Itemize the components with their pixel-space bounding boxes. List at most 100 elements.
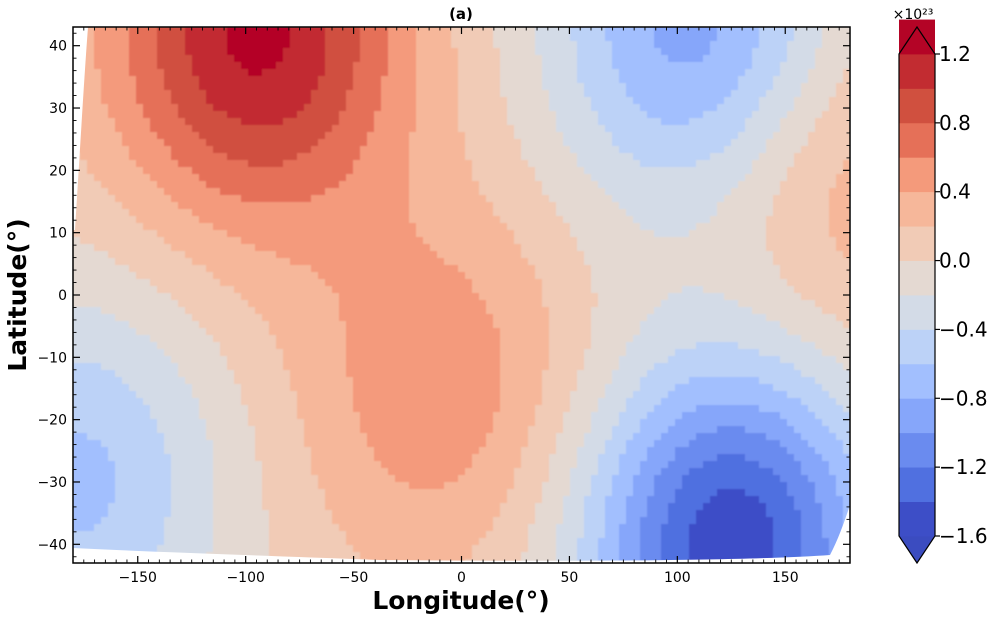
contour-cell — [234, 223, 242, 231]
contour-cell — [696, 27, 704, 35]
contour-cell — [430, 286, 438, 294]
contour-cell — [745, 258, 753, 266]
contour-cell — [472, 48, 480, 56]
contour-cell — [220, 181, 228, 189]
contour-cell — [248, 83, 256, 91]
contour-cell — [605, 335, 613, 343]
contour-cell — [521, 321, 529, 329]
contour-cell — [703, 27, 711, 35]
contour-cell — [101, 104, 109, 112]
contour-cell — [661, 216, 669, 224]
contour-cell — [248, 237, 256, 245]
contour-cell — [248, 48, 256, 56]
contour-cell — [619, 188, 627, 196]
contour-cell — [409, 202, 417, 210]
contour-cell — [465, 314, 473, 322]
contour-cell — [94, 265, 102, 273]
contour-cell — [346, 335, 354, 343]
contour-cell — [115, 160, 123, 168]
contour-cell — [619, 146, 627, 154]
contour-cell — [276, 111, 284, 119]
contour-cell — [787, 237, 795, 245]
contour-cell — [591, 90, 599, 98]
contour-cell — [311, 48, 319, 56]
contour-cell — [654, 300, 662, 308]
contour-cell — [185, 230, 193, 238]
contour-cell — [689, 132, 697, 140]
contour-cell — [87, 62, 95, 70]
contour-cell — [136, 258, 144, 266]
contour-cell — [94, 258, 102, 266]
contour-cell — [262, 146, 270, 154]
contour-cell — [451, 321, 459, 329]
contour-cell — [822, 167, 830, 175]
contour-cell — [493, 258, 501, 266]
contour-cell — [787, 335, 795, 343]
contour-cell — [465, 216, 473, 224]
contour-cell — [395, 293, 403, 301]
contour-cell — [717, 188, 725, 196]
contour-cell — [633, 272, 641, 280]
contour-cell — [703, 76, 711, 84]
contour-cell — [745, 202, 753, 210]
contour-cell — [178, 300, 186, 308]
contour-cell — [787, 160, 795, 168]
contour-cell — [213, 328, 221, 336]
contour-cell — [115, 146, 123, 154]
contour-cell — [178, 174, 186, 182]
contour-cell — [178, 272, 186, 280]
contour-cell — [472, 174, 480, 182]
contour-cell — [682, 174, 690, 182]
contour-cell — [808, 237, 816, 245]
contour-cell — [227, 139, 235, 147]
contour-cell — [262, 111, 270, 119]
contour-cell — [500, 34, 508, 42]
contour-cell — [332, 335, 340, 343]
contour-cell — [563, 328, 571, 336]
contour-cell — [675, 279, 683, 287]
contour-cell — [458, 111, 466, 119]
contour-cell — [241, 314, 249, 322]
contour-cell — [682, 216, 690, 224]
contour-cell — [185, 139, 193, 147]
contour-cell — [563, 202, 571, 210]
contour-cell — [773, 251, 781, 259]
contour-cell — [493, 48, 501, 56]
contour-cell — [465, 195, 473, 203]
contour-cell — [472, 258, 480, 266]
contour-cell — [185, 27, 193, 35]
contour-cell — [213, 237, 221, 245]
contour-cell — [654, 27, 662, 35]
contour-cell — [164, 118, 172, 126]
contour-cell — [787, 272, 795, 280]
contour-cell — [276, 83, 284, 91]
contour-cell — [682, 293, 690, 301]
contour-cell — [577, 237, 585, 245]
contour-cell — [269, 167, 277, 175]
contour-cell — [318, 216, 326, 224]
contour-cell — [444, 286, 452, 294]
contour-cell — [563, 34, 571, 42]
contour-cell — [822, 125, 830, 133]
contour-cell — [829, 174, 837, 182]
contour-cell — [164, 160, 172, 168]
contour-cell — [626, 314, 634, 322]
contour-cell — [514, 48, 522, 56]
contour-cell — [710, 328, 718, 336]
contour-cell — [115, 69, 123, 77]
contour-cell — [269, 132, 277, 140]
contour-cell — [318, 118, 326, 126]
contour-cell — [220, 251, 228, 259]
contour-cell — [577, 55, 585, 63]
contour-cell — [542, 321, 550, 329]
contour-cell — [710, 118, 718, 126]
contour-cell — [318, 237, 326, 245]
contour-cell — [598, 62, 606, 70]
contour-cell — [717, 230, 725, 238]
contour-cell — [346, 258, 354, 266]
contour-cell — [87, 174, 95, 182]
contour-cell — [808, 279, 816, 287]
contour-cell — [696, 216, 704, 224]
contour-cell — [605, 188, 613, 196]
contour-cell — [115, 118, 123, 126]
